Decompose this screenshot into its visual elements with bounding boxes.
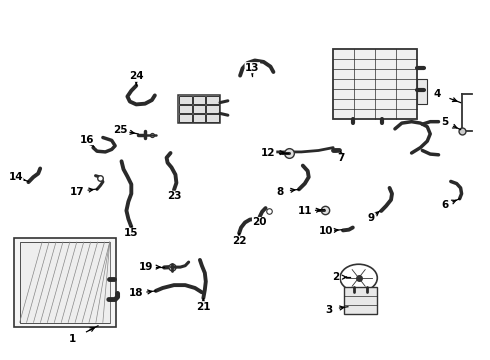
Text: 22: 22 (232, 236, 246, 246)
Text: 14: 14 (8, 172, 23, 182)
Text: 17: 17 (70, 186, 85, 197)
Text: 15: 15 (124, 228, 139, 238)
Text: 9: 9 (368, 213, 375, 223)
Text: 25: 25 (113, 125, 127, 135)
Text: 13: 13 (245, 63, 260, 73)
Text: 7: 7 (337, 153, 344, 163)
Text: 6: 6 (441, 200, 448, 210)
Bar (193, 96, 205, 104)
Bar (193, 114, 205, 122)
Bar (193, 105, 205, 113)
Text: 5: 5 (441, 117, 448, 127)
Text: 16: 16 (80, 135, 95, 145)
Text: 21: 21 (196, 302, 211, 312)
Text: 8: 8 (277, 186, 284, 197)
Text: 11: 11 (297, 206, 312, 216)
Text: 12: 12 (261, 148, 276, 158)
Text: 24: 24 (129, 71, 144, 81)
Bar (14, 238, 116, 327)
Bar (206, 96, 219, 104)
Bar (179, 105, 192, 113)
Bar (333, 49, 416, 119)
Bar (178, 95, 220, 123)
Text: 2: 2 (332, 272, 339, 282)
Bar (179, 114, 192, 122)
Text: 1: 1 (69, 334, 76, 344)
Bar (20, 242, 110, 323)
Bar (416, 79, 427, 104)
Bar (206, 105, 219, 113)
Bar (206, 114, 219, 122)
Bar (344, 287, 377, 314)
Text: 18: 18 (129, 288, 144, 298)
Bar (179, 96, 192, 104)
Text: 23: 23 (167, 191, 181, 201)
Text: 3: 3 (326, 305, 333, 315)
Text: 10: 10 (318, 226, 333, 236)
Text: 19: 19 (139, 262, 153, 272)
Text: 20: 20 (252, 217, 267, 228)
Text: 4: 4 (433, 89, 441, 99)
